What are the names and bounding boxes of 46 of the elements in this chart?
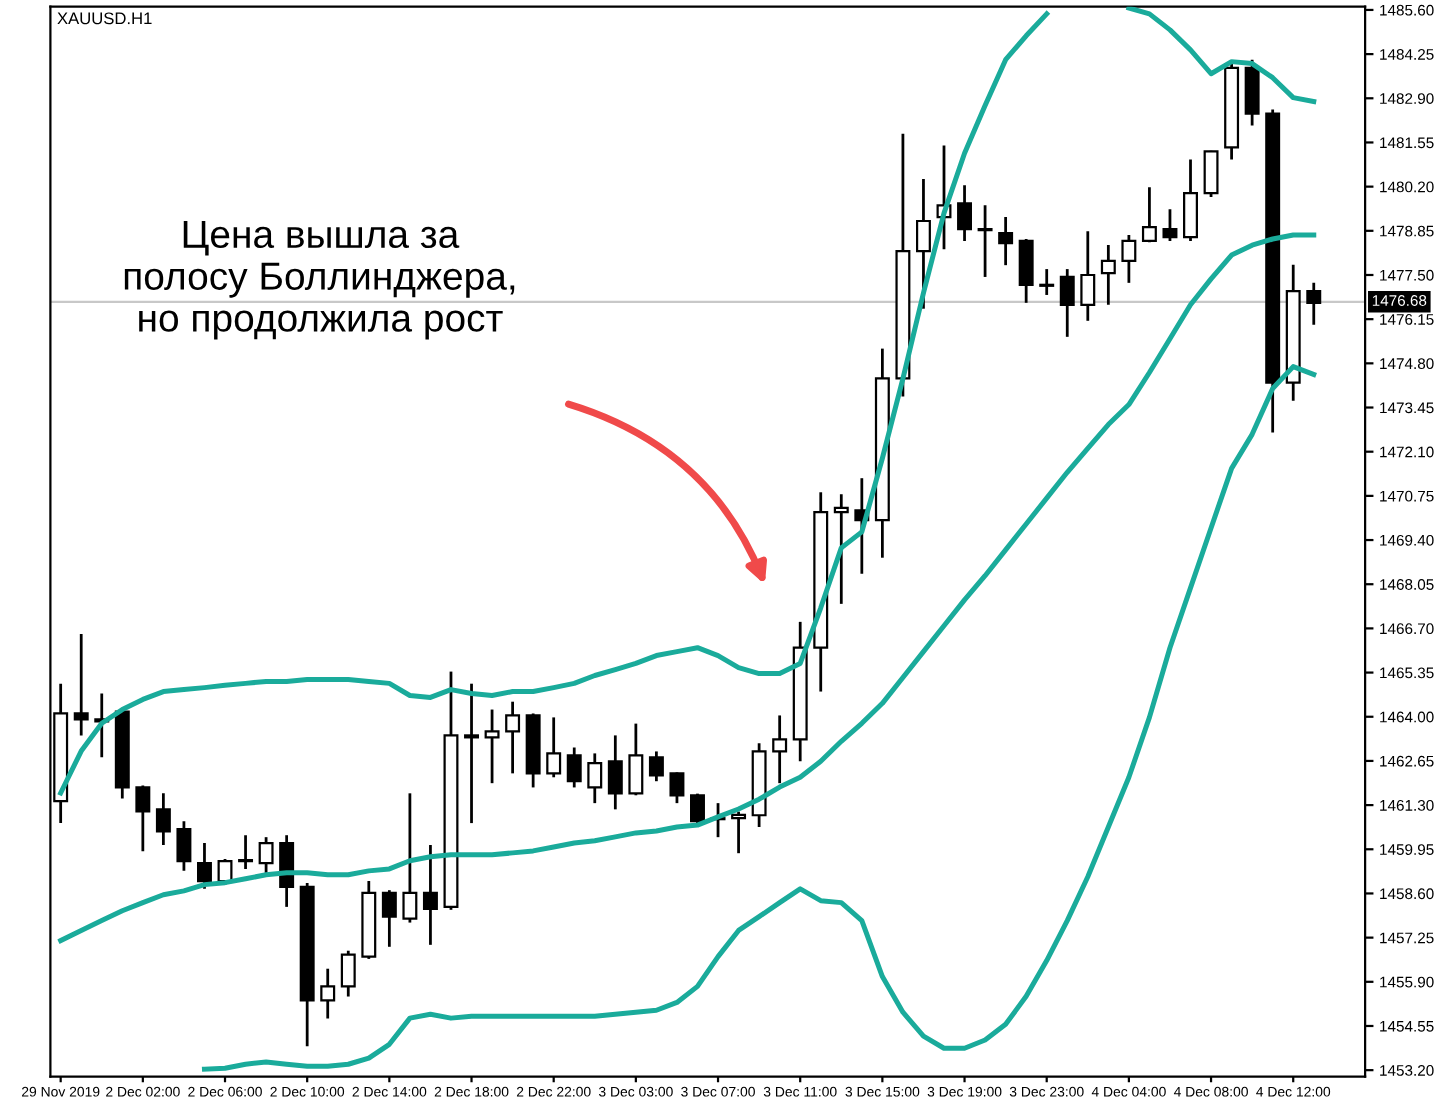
candlestick — [1100, 243, 1116, 307]
candlestick — [155, 791, 171, 847]
candlestick — [1244, 58, 1260, 127]
line-series — [201, 364, 1317, 1072]
candlestick — [1059, 267, 1075, 339]
candlestick — [196, 841, 212, 891]
candlestick — [1306, 281, 1322, 327]
candlestick — [998, 215, 1014, 267]
candlestick — [915, 177, 931, 311]
candlestick — [320, 967, 336, 1020]
candlestick — [731, 810, 747, 855]
candlestick — [1080, 229, 1096, 323]
candlestick — [176, 819, 192, 873]
candlestick — [1121, 233, 1137, 285]
candlestick — [690, 792, 705, 825]
candlestick — [505, 700, 521, 775]
candlestick — [772, 714, 788, 785]
candlestick — [1203, 149, 1219, 199]
candlestick — [648, 750, 664, 783]
candlestick — [977, 203, 993, 279]
candlestick — [238, 833, 254, 871]
candlestick — [381, 888, 397, 949]
candlestick — [957, 183, 973, 243]
candlestick — [258, 835, 274, 875]
candlestick — [1183, 158, 1198, 243]
candlestick — [1039, 267, 1055, 297]
candlestick — [1162, 207, 1178, 243]
candlestick — [566, 746, 582, 789]
candlestick — [587, 752, 603, 805]
candlestick — [484, 708, 500, 785]
candlestick — [340, 949, 356, 998]
candlestick — [628, 722, 644, 797]
annotation: Цена вышла за полосу Боллинджера, но продолжила рост — [124, 220, 515, 340]
candlestick — [135, 784, 151, 853]
chart-title: XAUUSD.H1 — [57, 12, 152, 25]
candlestick — [464, 682, 479, 825]
candlestick — [422, 843, 438, 947]
candlestick — [833, 492, 849, 606]
candlestick — [607, 734, 623, 811]
candlestick — [1141, 185, 1157, 244]
candlestick — [669, 770, 685, 805]
candlestick — [73, 632, 89, 737]
candlestick — [279, 833, 295, 909]
candlestick — [1018, 237, 1034, 305]
candlestick — [546, 716, 562, 779]
candlestick — [402, 791, 418, 924]
